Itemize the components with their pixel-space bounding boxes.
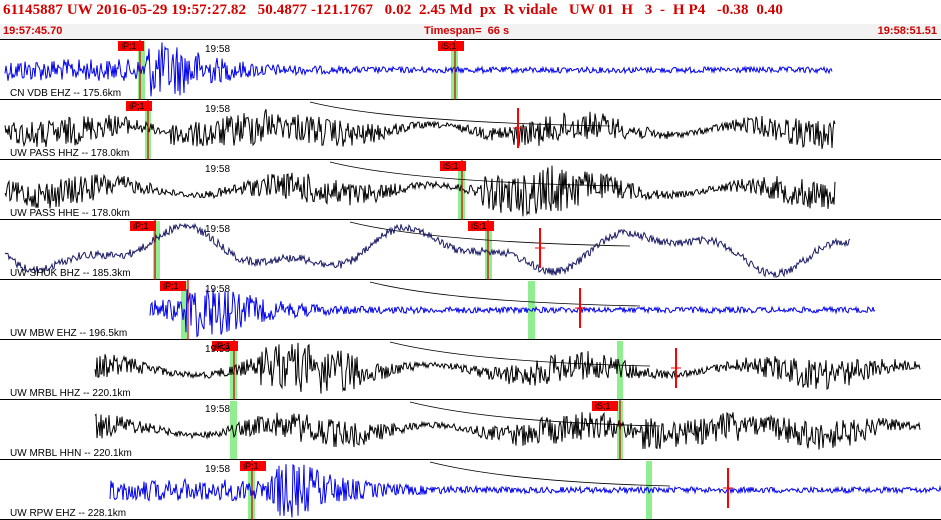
timespan-label: Timespan= 66 s [424,25,510,37]
waveform-trace [4,165,836,217]
phase-window [646,461,652,519]
station-label: UW MRBL HHN -- 220.1km [10,448,132,459]
end-time: 19:58:51.51 [877,25,937,37]
pick-flag[interactable] [438,41,464,51]
waveform-trace [4,109,836,149]
pick-flag-label: iS;1 [595,401,611,411]
pick-flag-label: iP;1 [121,41,137,51]
start-time: 19:57:45.70 [3,25,63,37]
pick-flag[interactable] [118,41,144,51]
event-title: 61145887 UW 2016-05-29 19:57:27.82 50.48… [3,2,783,18]
station-label: CN VDB EHZ -- 175.6km [10,88,121,99]
pick-flag[interactable] [160,281,186,291]
pick-flag[interactable] [240,461,266,471]
travel-time-curve [309,101,611,127]
pick-flag-label: iP;1 [243,461,259,471]
station-label: UW MBW EHZ -- 196.5km [10,328,127,339]
phase-window [153,221,160,279]
pick-flag-label: iS;1 [441,41,457,51]
pick-flag[interactable] [468,221,494,231]
time-tick-label: 19:58 [205,224,230,235]
seismogram-header: 61145887 UW 2016-05-29 19:57:27.82 50.48… [0,0,941,24]
pick-flag[interactable] [130,221,156,231]
time-tick-label: 19:58 [205,284,230,295]
waveform-trace [4,42,833,97]
waveform-trace [4,222,851,279]
pick-flag[interactable] [212,341,238,351]
phase-window [230,401,237,459]
time-tick-label: 19:58 [205,164,230,175]
station-label: UW MRBL HHZ -- 220.1km [10,388,131,399]
pick-flag[interactable] [592,401,618,411]
time-tick-label: 19:58 [205,344,230,355]
station-label: UW RPW EHZ -- 228.1km [10,508,126,519]
station-label: UW PASS HHZ -- 178.0km [10,148,129,159]
time-tick-label: 19:58 [205,44,230,55]
waveform-trace [94,342,921,394]
travel-time-curve [329,161,621,187]
waveform-trace [109,463,941,518]
pick-flag[interactable] [126,101,152,111]
time-tick-label: 19:58 [205,464,230,475]
pick-flag-label: iP;1 [129,101,145,111]
time-tick-label: 19:58 [205,104,230,115]
waveform-trace [94,411,921,450]
time-bar: 19:57:45.70 Timespan= 66 s 19:58:51.51 [0,24,941,40]
pick-flag-label: iP;1 [133,221,149,231]
travel-time-curve [409,401,661,427]
time-tick-label: 19:58 [205,404,230,415]
pick-flag[interactable] [440,161,466,171]
station-label: UW SHUK BHZ -- 185.3km [10,268,131,279]
phase-window [528,281,535,339]
travel-time-curve [429,461,671,487]
pick-flag-label: iS;1 [443,161,459,171]
waveform-trace [149,288,876,338]
pick-flag-label: iP;1 [163,281,179,291]
pick-flag-label: iP;1 [215,341,231,351]
pick-flag-label: iS;1 [471,221,487,231]
travel-time-curve [369,281,641,307]
station-label: UW PASS HHE -- 178.0km [10,208,130,219]
travel-time-curve [349,221,631,247]
